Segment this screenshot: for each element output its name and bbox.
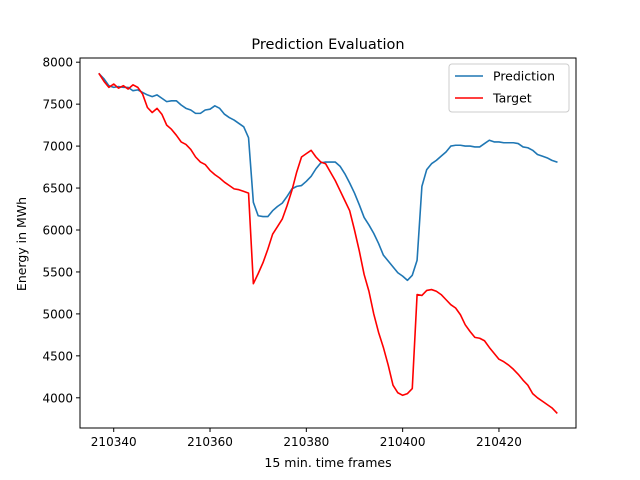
y-tick-label: 5500 <box>42 265 73 279</box>
legend-label-target: Target <box>492 91 532 106</box>
series-line-prediction <box>98 72 558 282</box>
y-tick-label: 5000 <box>42 307 73 321</box>
y-tick-label: 6500 <box>42 182 73 196</box>
y-tick-label: 7000 <box>42 140 73 154</box>
x-tick-label: 210340 <box>91 435 137 449</box>
x-axis-ticks: 210340 210360 210380 210400 210420 <box>91 428 522 449</box>
series-line-target <box>98 72 558 415</box>
series-layer <box>98 72 558 415</box>
plot-frame <box>79 57 577 429</box>
x-tick-label: 210380 <box>283 435 329 449</box>
y-tick-label: 8000 <box>42 56 73 70</box>
y-axis-label: Energy in MWh <box>14 197 29 291</box>
y-tick-label: 4500 <box>42 349 73 363</box>
legend: Prediction Target <box>448 63 570 113</box>
y-axis-ticks: 4000 4500 5000 5500 6000 6500 7000 7500 8000 <box>42 56 80 405</box>
y-tick-label: 7500 <box>42 98 73 112</box>
chart-title: Prediction Evaluation <box>251 37 404 53</box>
y-tick-label: 4000 <box>42 391 73 405</box>
x-tick-label: 210360 <box>187 435 233 449</box>
legend-label-prediction: Prediction <box>493 69 555 84</box>
y-tick-label: 6000 <box>42 223 73 237</box>
x-axis-label: 15 min. time frames <box>264 455 391 470</box>
x-tick-label: 210400 <box>380 435 426 449</box>
x-tick-label: 210420 <box>476 435 522 449</box>
